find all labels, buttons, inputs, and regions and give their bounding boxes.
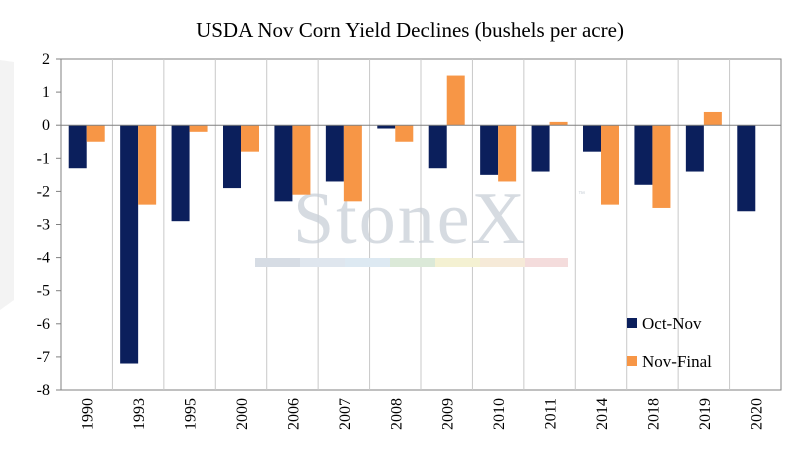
x-tick-label: 2014: [594, 398, 611, 430]
grid-lines: [111, 59, 731, 390]
bar-nov-final-2018: [652, 125, 671, 208]
watermark-stripe: [390, 258, 435, 267]
bar-nov-final-2014: [601, 125, 619, 205]
watermark: StoneX ™: [255, 178, 585, 267]
bar-oct-nov-2020: [737, 125, 756, 212]
bar-oct-nov-1990: [68, 125, 87, 169]
bar-nov-final-1995: [189, 125, 208, 132]
watermark-stripe: [525, 258, 568, 267]
watermark-text: StoneX: [293, 178, 527, 260]
bar-nov-final-2009: [446, 75, 465, 126]
watermark-stripe: [255, 258, 300, 267]
bar-oct-nov-1995: [171, 125, 190, 222]
y-tick-label: -6: [37, 316, 50, 333]
x-axis: 1990 1993 1995 2000 2006 2007 2008 2009 2010 2011…: [80, 398, 766, 430]
watermark-tm: ™: [578, 191, 585, 198]
bar-oct-nov-2007: [325, 125, 344, 182]
x-tick-label: 2019: [697, 398, 714, 430]
bar-nov-final-2008: [395, 125, 414, 142]
bar-oct-nov-1993: [120, 125, 139, 364]
x-tick-label: 2000: [234, 398, 251, 430]
bar-oct-nov-2018: [634, 125, 653, 185]
watermark-stripe: [480, 258, 525, 267]
bar-oct-nov-2010: [480, 125, 499, 175]
x-tick-label: 2006: [285, 398, 302, 430]
x-tick-label: 2018: [645, 398, 662, 430]
bar-oct-nov-2000: [223, 125, 241, 189]
bar-nov-final-1990: [86, 125, 105, 142]
y-tick-label: 2: [42, 51, 50, 68]
watermark-stripe: [345, 258, 390, 267]
legend-label-oct-nov: Oct-Nov: [642, 314, 702, 333]
watermark-stripe: [300, 258, 345, 267]
x-tick-label: 1995: [183, 398, 200, 430]
bar-oct-nov-2009: [428, 125, 447, 169]
y-tick-label: -3: [37, 217, 50, 234]
legend-swatch-nov-final: [627, 356, 637, 366]
x-tick-label: 2008: [388, 398, 405, 430]
y-tick-label: -4: [37, 250, 50, 267]
bar-oct-nov-2006: [274, 125, 293, 202]
background-decoration: [0, 60, 14, 310]
chart-title: USDA Nov Corn Yield Declines (bushels pe…: [196, 18, 624, 42]
y-tick-label: -2: [37, 183, 50, 200]
y-tick-label: 1: [42, 84, 50, 101]
legend-label-nov-final: Nov-Final: [642, 352, 712, 371]
y-tick-label: -8: [37, 382, 50, 399]
bars: [68, 75, 756, 364]
legend: Oct-Nov Nov-Final: [627, 314, 712, 371]
bar-nov-final-2007: [343, 125, 362, 202]
y-tick-label: 0: [42, 117, 50, 134]
bar-oct-nov-2008: [377, 125, 396, 129]
bar-oct-nov-2014: [583, 125, 601, 152]
bar-nov-final-2010: [498, 125, 517, 182]
y-tick-label: -1: [37, 150, 50, 167]
bar-oct-nov-2011: [531, 125, 550, 172]
bar-nov-final-1993: [138, 125, 157, 205]
y-axis: 2 1 0 -1 -2 -3 -4 -5 -6 -7 -8: [37, 51, 61, 399]
x-tick-label: 1993: [131, 398, 148, 430]
y-tick-label: -5: [37, 283, 50, 300]
bar-oct-nov-2019: [685, 125, 704, 172]
y-tick-label: -7: [37, 349, 50, 366]
x-tick-label: 2009: [440, 398, 457, 430]
bar-nov-final-2019: [703, 111, 722, 126]
bar-nov-final-2011: [549, 121, 568, 126]
x-tick-label: 2020: [748, 398, 765, 430]
x-tick-label: 2007: [337, 398, 354, 430]
bar-nov-final-2000: [241, 125, 259, 152]
x-tick-label: 2011: [543, 398, 560, 429]
watermark-stripe: [435, 258, 480, 267]
x-tick-label: 1990: [80, 398, 97, 430]
bar-nov-final-2006: [292, 125, 311, 195]
x-tick-label: 2010: [491, 398, 508, 430]
legend-swatch-oct-nov: [627, 318, 637, 328]
